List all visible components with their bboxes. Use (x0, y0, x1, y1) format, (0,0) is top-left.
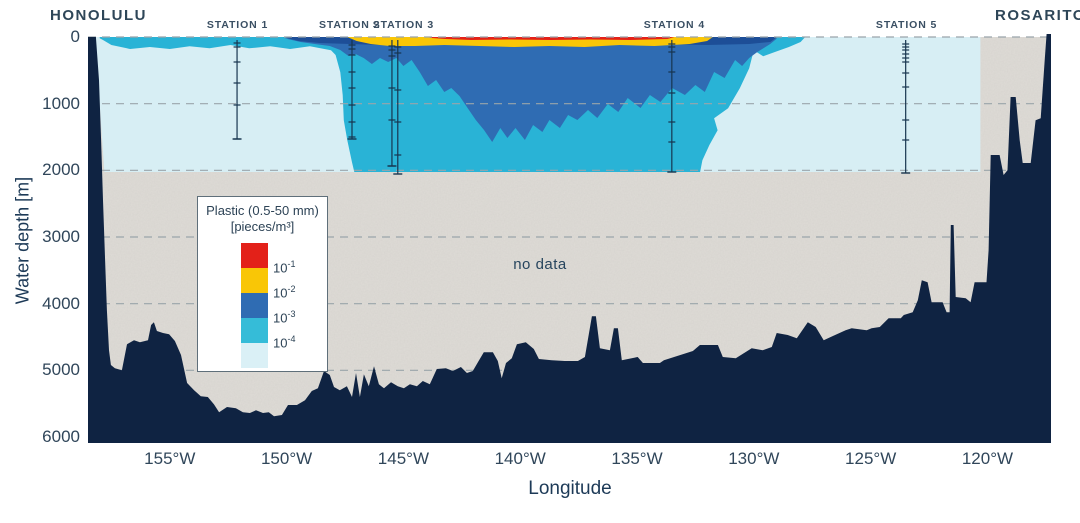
station-5-cast (901, 40, 911, 174)
band-blue (284, 38, 778, 142)
station-3-cast (393, 40, 403, 175)
station-3-cast (387, 40, 397, 167)
station-1-cast (232, 40, 242, 140)
station-2-cast (347, 40, 357, 140)
band-red (426, 37, 675, 40)
seafloor-profile (88, 34, 1051, 443)
station-4-cast (667, 40, 677, 173)
